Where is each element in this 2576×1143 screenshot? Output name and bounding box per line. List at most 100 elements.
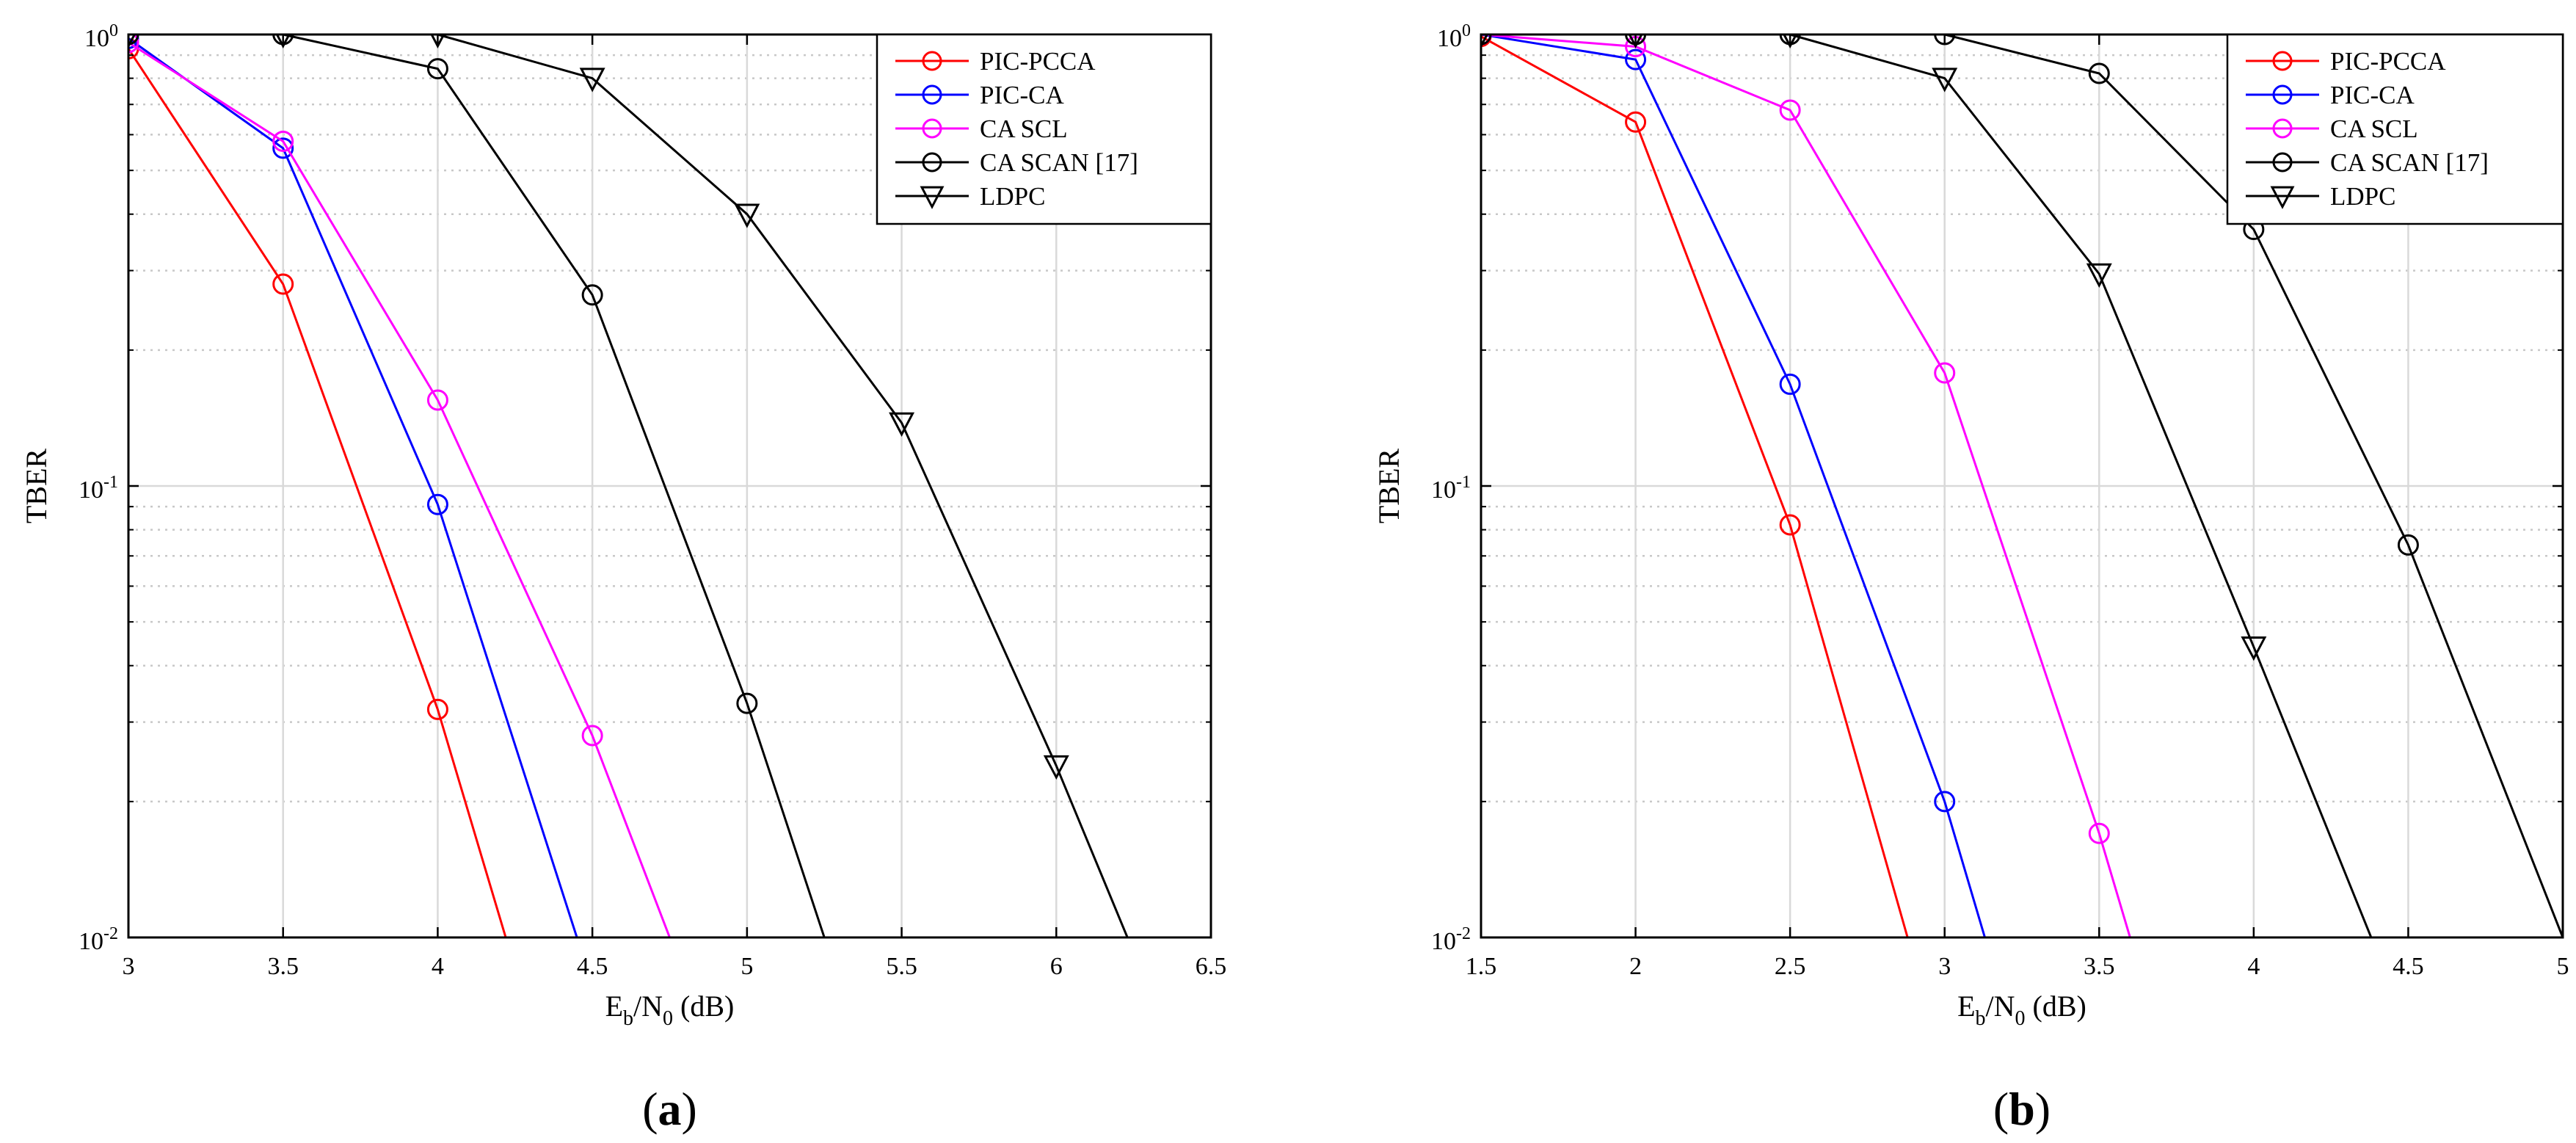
data-point — [426, 389, 448, 411]
panel-label: (a) — [642, 1083, 697, 1135]
series-pic-ca — [128, 35, 578, 937]
series-line — [128, 37, 578, 937]
series-group — [1481, 35, 2563, 937]
y-tick-label: 100 — [84, 21, 118, 52]
legend-marker — [922, 84, 942, 105]
legend-label: CA SCL — [2330, 115, 2418, 143]
x-tick-label: 3.5 — [267, 953, 299, 980]
x-tick-label: 4.5 — [577, 953, 608, 980]
x-tick-label: 4 — [432, 953, 444, 980]
data-point — [579, 68, 605, 92]
data-point — [1779, 373, 1801, 395]
series-ca-scl — [128, 35, 671, 937]
data-point — [581, 725, 603, 747]
data-point — [128, 35, 139, 54]
data-point — [2088, 62, 2110, 84]
data-point — [734, 203, 760, 228]
data-point — [889, 412, 915, 437]
y-tick-label: 10-2 — [1431, 924, 1471, 955]
legend-item: LDPC — [895, 182, 1045, 211]
legend-item: CA SCAN [17] — [2246, 148, 2489, 177]
data-point — [2241, 636, 2267, 661]
legend: PIC-PCCA PIC-CA CA SCL CA SCAN [17] LDPC — [876, 33, 1212, 225]
series-line — [128, 48, 507, 937]
data-point — [736, 692, 758, 714]
legend-marker — [2272, 51, 2293, 71]
x-tick-label: 1.5 — [1466, 953, 1497, 980]
legend-marker — [2272, 84, 2293, 105]
x-tick-label: 6.5 — [1196, 953, 1227, 980]
legend-label: PIC-PCCA — [2330, 47, 2446, 76]
legend-marker — [922, 152, 942, 173]
legend-marker — [920, 186, 945, 209]
data-point — [272, 273, 294, 295]
legend: PIC-PCCA PIC-CA CA SCL CA SCAN [17] LDPC — [2226, 33, 2564, 225]
series-line — [1481, 35, 2131, 937]
data-point — [272, 130, 294, 152]
legend-item: PIC-PCCA — [2246, 47, 2446, 76]
legend-label: PIC-PCCA — [980, 47, 1096, 76]
data-point — [1043, 755, 1069, 780]
series-group — [128, 35, 1129, 937]
data-point — [426, 698, 448, 720]
panel-label: (b) — [1993, 1083, 2051, 1135]
series-line — [1481, 35, 1986, 937]
x-tick-label: 3 — [123, 953, 135, 980]
x-tick-label: 5 — [741, 953, 753, 980]
x-axis-label: Eb/N0 (dB) — [605, 990, 735, 1030]
y-tick-label: 10-2 — [79, 924, 118, 955]
y-tick-label: 10-1 — [1431, 473, 1471, 504]
y-tick-label: 10-1 — [79, 473, 118, 504]
x-tick-label: 3.5 — [2084, 953, 2115, 980]
legend-label: LDPC — [980, 182, 1045, 211]
chart-panel-a: 3 3.5 4 4.5 5 5.5 6 6.5 100 10-1 10-2 Eb/N0 (dB) TBE… — [20, 21, 1226, 1135]
x-tick-label: 2.5 — [1775, 953, 1806, 980]
data-point — [2088, 822, 2110, 844]
series-line — [128, 41, 671, 937]
legend-marker — [2272, 152, 2293, 173]
x-tick-label: 3 — [1938, 953, 1951, 980]
x-tick-label: 4 — [2247, 953, 2260, 980]
legend-label: PIC-CA — [2330, 81, 2415, 109]
series-line — [128, 35, 826, 937]
data-point — [1934, 362, 1956, 384]
legend-label: CA SCL — [980, 115, 1068, 143]
chart-panel-b: 1.5 2 2.5 3 3.5 4 4.5 5 100 10-1 10-2 Eb/N0 (dB) TBE… — [1372, 21, 2569, 1135]
legend-label: PIC-CA — [980, 81, 1064, 109]
x-tick-label: 4.5 — [2393, 953, 2424, 980]
data-point — [581, 284, 603, 306]
data-point — [426, 58, 448, 80]
legend-item: PIC-PCCA — [895, 47, 1096, 76]
legend-marker — [922, 51, 942, 71]
y-axis-label: TBER — [1372, 449, 1405, 524]
series-pic-pcca — [1481, 35, 1909, 937]
series-pic-ca — [1481, 35, 1986, 937]
series-line — [1481, 35, 2563, 937]
legend-item: CA SCL — [2246, 115, 2418, 143]
x-tick-label: 6 — [1050, 953, 1063, 980]
series-line — [1481, 35, 2373, 937]
legend-item: CA SCAN [17] — [895, 148, 1138, 177]
legend-label: CA SCAN [17] — [980, 148, 1138, 177]
x-tick-label: 2 — [1629, 953, 1642, 980]
data-point — [272, 137, 294, 159]
y-axis-label: TBER — [20, 449, 53, 524]
data-point — [1779, 514, 1801, 536]
x-tick-label: 5.5 — [886, 953, 917, 980]
series-line — [128, 35, 1129, 937]
x-tick-label: 5 — [2557, 953, 2569, 980]
data-point — [1932, 68, 1958, 92]
data-point — [1779, 99, 1801, 121]
y-tick-label: 100 — [1437, 21, 1471, 52]
data-point — [1625, 48, 1647, 70]
legend-item: LDPC — [2246, 182, 2395, 211]
data-point — [1625, 111, 1647, 133]
legend-label: LDPC — [2330, 182, 2395, 211]
legend-marker — [2270, 186, 2295, 209]
data-point — [2086, 263, 2112, 289]
legend-item: PIC-CA — [895, 81, 1064, 109]
data-point — [426, 493, 448, 515]
legend-item: PIC-CA — [2246, 81, 2415, 109]
legend-marker — [2272, 118, 2293, 139]
